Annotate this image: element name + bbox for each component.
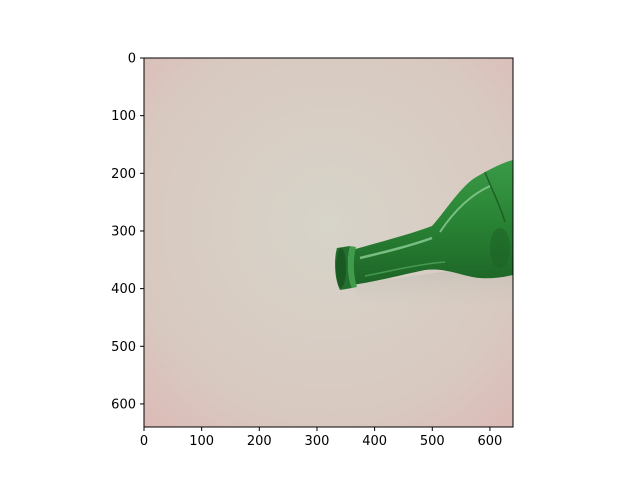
bottle-embossing: [490, 228, 510, 268]
x-tick-label: 100: [189, 434, 214, 449]
bottle: [335, 160, 513, 290]
y-tick-label: 0: [128, 52, 136, 67]
y-tick-label: 600: [111, 397, 136, 412]
x-tick-label: 300: [305, 434, 330, 449]
photo: [144, 58, 513, 427]
y-tick-label: 500: [111, 340, 136, 355]
y-tick-label: 400: [111, 282, 136, 297]
x-axis: 0 100 200 300 400 500 600: [140, 427, 502, 449]
bottle-ring: [347, 246, 357, 288]
y-axis: 0 100 200 300 400 500 600: [111, 52, 144, 412]
y-tick-label: 100: [111, 109, 136, 124]
x-tick-label: 0: [140, 434, 148, 449]
x-tick-label: 600: [478, 434, 503, 449]
bottle-highlight-neck: [359, 236, 433, 260]
bottle-highlight-lower: [364, 261, 446, 277]
y-tick-label: 200: [111, 167, 136, 182]
axes-frame: [143, 57, 514, 428]
x-tick-label: 500: [420, 434, 445, 449]
bottle-label-line: [484, 171, 506, 223]
x-tick-label: 200: [247, 434, 272, 449]
y-tick-label: 300: [111, 224, 136, 239]
bottle-mouth: [336, 248, 346, 288]
bottle-body: [352, 160, 513, 285]
bottle-highlight-shoulder: [439, 185, 491, 233]
x-tick-label: 400: [362, 434, 387, 449]
